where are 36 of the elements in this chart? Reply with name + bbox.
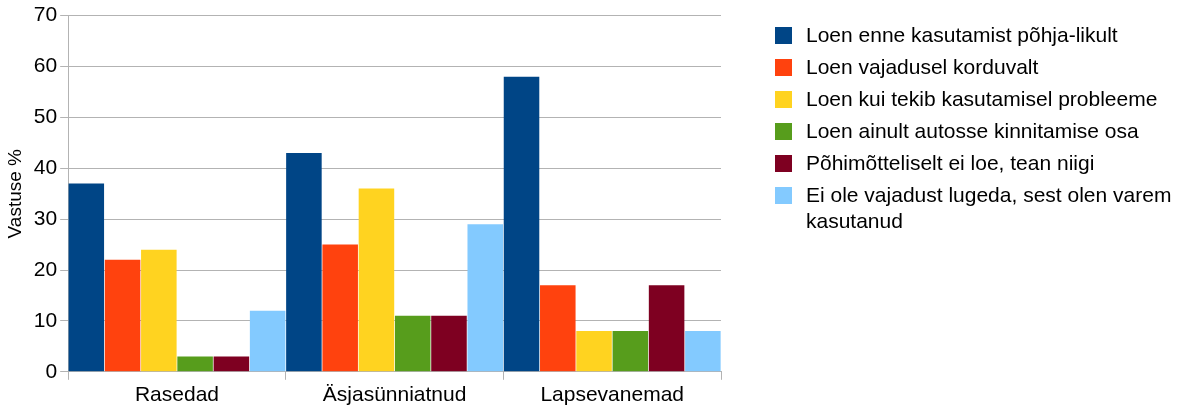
- legend-label: Loen ainult autosse kinnitamise osa: [806, 118, 1139, 144]
- y-tick-label: 50: [33, 104, 58, 128]
- bar: [249, 310, 286, 372]
- bar: [503, 76, 540, 372]
- bar: [104, 259, 141, 372]
- y-tick-label: 60: [33, 53, 58, 77]
- x-tick-label: Lapsevanemad: [540, 382, 684, 406]
- bar: [540, 285, 576, 372]
- y-tick-label: 30: [33, 205, 58, 229]
- legend-label: Põhimõtteliselt ei loe, tean niigi: [806, 150, 1095, 176]
- bar: [467, 224, 504, 372]
- bar: [286, 152, 322, 372]
- y-tick-label: 70: [33, 2, 58, 26]
- y-tick-label: 20: [33, 256, 58, 280]
- legend-label: Loen enne kasutamist põhja-likult: [806, 22, 1118, 48]
- bar: [394, 315, 431, 372]
- bar: [177, 356, 213, 372]
- x-tick-label: Äsjasünniatnud: [322, 382, 467, 406]
- legend-label: Loen vajadusel korduvalt: [806, 54, 1039, 80]
- legend-label: Loen kui tekib kasutamisel probleeme: [806, 86, 1158, 112]
- bar: [685, 331, 721, 372]
- legend-label: Ei ole vajadust lugeda, sest olen varem kasutanud: [806, 182, 1173, 234]
- bar: [68, 183, 105, 372]
- bar: [612, 331, 649, 372]
- bar: [648, 285, 685, 372]
- y-tick-label: 40: [33, 155, 58, 179]
- bar: [141, 249, 177, 372]
- y-tick-label: 10: [33, 307, 58, 331]
- bar: [576, 331, 612, 372]
- bar: [358, 188, 395, 372]
- bar: [213, 356, 250, 372]
- x-tick-label: Rasedad: [134, 382, 219, 406]
- y-axis-title: Vastuse %: [3, 148, 25, 239]
- y-tick-label: 0: [45, 358, 58, 382]
- bar: [431, 315, 467, 372]
- bar: [322, 244, 358, 372]
